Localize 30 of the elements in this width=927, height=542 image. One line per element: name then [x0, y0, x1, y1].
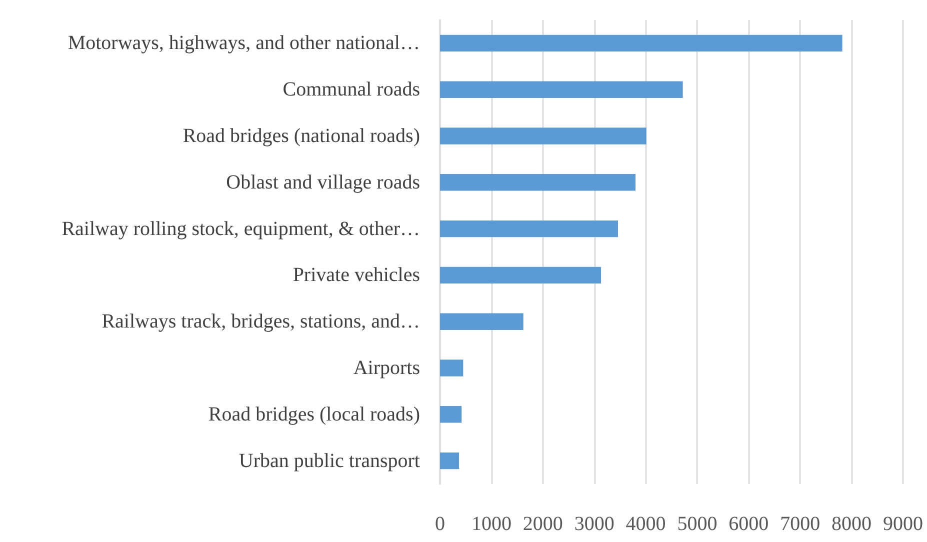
x-tick-label: 9000 [883, 513, 923, 535]
x-tick-label: 8000 [832, 513, 872, 535]
x-tick-label: 6000 [728, 513, 769, 535]
y-tick-label: Communal roads [282, 78, 420, 101]
y-tick-label: Railway rolling stock, equipment, & other… [62, 218, 420, 240]
bar [440, 360, 464, 376]
y-tick-label: Road bridges (national roads) [182, 125, 420, 147]
bar [440, 313, 524, 330]
bar [440, 81, 683, 98]
x-tick-label: 0 [435, 513, 445, 535]
y-tick-label: Private vehicles [292, 264, 420, 286]
x-tick-label: 4000 [626, 513, 666, 535]
bar [440, 128, 646, 144]
x-tick-label: 5000 [677, 513, 718, 535]
bar [440, 452, 460, 470]
x-tick-label: 7000 [780, 513, 820, 535]
bar [440, 406, 462, 423]
x-tick-label: 1000 [471, 513, 512, 535]
y-tick-label: Airports [353, 357, 420, 379]
y-tick-label: Urban public transport [238, 450, 420, 472]
bar [440, 174, 636, 191]
y-tick-label: Motorways, highways, and other national… [68, 32, 420, 54]
y-tick-label: Oblast and village roads [226, 171, 420, 194]
x-tick-label: 2000 [522, 513, 563, 535]
x-tick-label: 3000 [574, 513, 614, 535]
y-tick-label: Railways track, bridges, stations, and… [102, 310, 420, 333]
bar [440, 34, 842, 52]
bar [440, 220, 618, 238]
bar [440, 266, 602, 284]
y-tick-label: Road bridges (local roads) [208, 403, 420, 426]
